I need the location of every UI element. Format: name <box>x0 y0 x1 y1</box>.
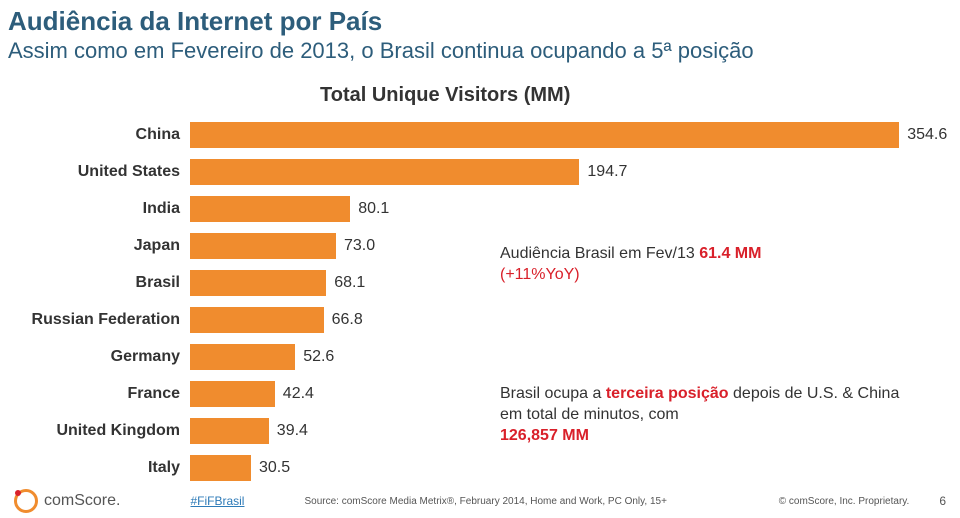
callout-text: Audiência Brasil em Fev/13 <box>500 245 699 262</box>
bar-category-label: India <box>0 200 190 218</box>
callout-highlight: 61.4 MM <box>699 245 761 262</box>
bar-row: Germany 52.6 <box>0 340 960 374</box>
logo-icon <box>14 489 38 513</box>
bar-track: 30.5 <box>190 455 930 481</box>
bar-value-label: 39.4 <box>269 418 308 444</box>
bar-category-label: United Kingdom <box>0 422 190 440</box>
bar-category-label: France <box>0 385 190 403</box>
proprietary-text: © comScore, Inc. Proprietary. <box>779 496 910 507</box>
bar-value-label: 73.0 <box>336 233 375 259</box>
callout-value: 126,857 MM <box>500 427 589 444</box>
bar <box>190 455 251 481</box>
bar-value-label: 80.1 <box>350 196 389 222</box>
bar <box>190 344 295 370</box>
hashtag-link[interactable]: #FiFBrasil <box>190 494 244 508</box>
page-title: Audiência da Internet por País <box>8 6 382 37</box>
bar-track: 354.6 <box>190 122 930 148</box>
bar <box>190 196 350 222</box>
bar-value-label: 30.5 <box>251 455 290 481</box>
page-number: 6 <box>939 494 946 508</box>
bar-track: 66.8 <box>190 307 930 333</box>
callout-brasil-rank: Brasil ocupa a terceira posição depois d… <box>500 384 900 446</box>
bar-track: 80.1 <box>190 196 930 222</box>
bar-value-label: 194.7 <box>579 159 627 185</box>
bar-value-label: 354.6 <box>899 122 947 148</box>
bar-row: China354.6 <box>0 118 960 152</box>
page-subtitle: Assim como em Fevereiro de 2013, o Brasi… <box>8 38 754 64</box>
footer: comScore. #FiFBrasil Source: comScore Me… <box>0 484 960 518</box>
bar-category-label: Brasil <box>0 274 190 292</box>
bar-category-label: Italy <box>0 459 190 477</box>
callout-highlight: terceira posição <box>606 385 729 402</box>
bar-value-label: 42.4 <box>275 381 314 407</box>
bar-track: 52.6 <box>190 344 930 370</box>
bar-row: United States 194.7 <box>0 155 960 189</box>
bar-category-label: United States <box>0 163 190 181</box>
chart-title: Total Unique Visitors (MM) <box>320 84 570 107</box>
bar-value-label: 66.8 <box>324 307 363 333</box>
bar-track: 194.7 <box>190 159 930 185</box>
bar <box>190 307 324 333</box>
logo-text: comScore. <box>44 492 120 510</box>
bar-category-label: China <box>0 126 190 144</box>
bar <box>190 270 326 296</box>
bar-row: India 80.1 <box>0 192 960 226</box>
slide: Audiência da Internet por País Assim com… <box>0 0 960 518</box>
bar <box>190 122 899 148</box>
bar-category-label: Japan <box>0 237 190 255</box>
bar-value-label: 52.6 <box>295 344 334 370</box>
callout-suffix: (+11%YoY) <box>500 266 580 283</box>
callout-brasil-audience: Audiência Brasil em Fev/13 61.4 MM (+11%… <box>500 244 820 286</box>
bar <box>190 233 336 259</box>
bar <box>190 381 275 407</box>
bar-value-label: 68.1 <box>326 270 365 296</box>
bar-category-label: Russian Federation <box>0 311 190 329</box>
source-text: Source: comScore Media Metrix®, February… <box>304 496 666 507</box>
callout-text: Brasil ocupa a <box>500 385 606 402</box>
bar <box>190 418 269 444</box>
bar <box>190 159 579 185</box>
bar-category-label: Germany <box>0 348 190 366</box>
bar-row: Italy 30.5 <box>0 451 960 485</box>
bar-row: Russian Federation 66.8 <box>0 303 960 337</box>
logo: comScore. <box>14 489 120 513</box>
